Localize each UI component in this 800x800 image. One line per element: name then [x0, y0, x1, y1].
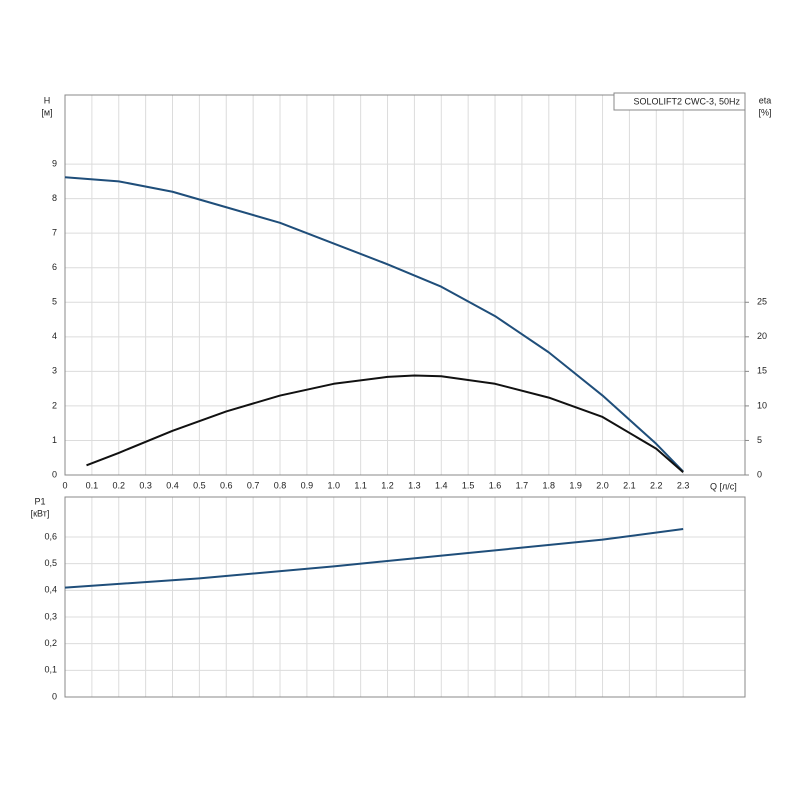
y2-tick-label: 10 — [757, 400, 767, 410]
x-tick-label: 1.6 — [489, 480, 502, 490]
y-tick-label: 0,5 — [44, 558, 57, 568]
y-tick-label: 0,4 — [44, 585, 57, 595]
curve — [86, 374, 684, 473]
y-tick-label: 0 — [52, 469, 57, 479]
x-tick-label: 1.5 — [462, 480, 475, 490]
y-axis-unit: [м] — [41, 107, 52, 117]
y-axis-label: P1 — [34, 496, 45, 506]
curve — [64, 528, 684, 589]
x-tick-label: 0.6 — [220, 480, 233, 490]
x-tick-label: 0.2 — [112, 480, 125, 490]
x-tick-label: 2.2 — [650, 480, 663, 490]
x-tick-label: 1.7 — [516, 480, 529, 490]
x-tick-label: 0.7 — [247, 480, 260, 490]
x-tick-label: 0.5 — [193, 480, 206, 490]
y2-tick-label: 20 — [757, 331, 767, 341]
y-tick-label: 0,2 — [44, 638, 57, 648]
y2-tick-label: 25 — [757, 297, 767, 307]
x-tick-label: 2.1 — [623, 480, 636, 490]
y-tick-label: 0,6 — [44, 531, 57, 541]
x-tick-label: 1.2 — [381, 480, 394, 490]
title-box — [613, 92, 746, 111]
y-tick-label: 0,3 — [44, 611, 57, 621]
x-tick-label: 1.0 — [328, 480, 341, 490]
y-tick-label: 0 — [52, 691, 57, 701]
y2-tick-label: 0 — [757, 469, 762, 479]
y-axis-unit: [кВт] — [31, 508, 50, 518]
plot-frame — [64, 94, 746, 476]
x-tick-label: 0.4 — [166, 480, 179, 490]
x-tick-label: 2.0 — [596, 480, 609, 490]
x-tick-label: 0.9 — [301, 480, 314, 490]
y-axis-label: H — [44, 95, 51, 105]
y-tick-label: 7 — [52, 228, 57, 238]
y-tick-label: 8 — [52, 193, 57, 203]
y2-axis-unit: [%] — [758, 107, 771, 117]
y-tick-label: 9 — [52, 158, 57, 168]
x-tick-label: 1.4 — [435, 480, 448, 490]
chart-title: SOLOLIFT2 CWC-3, 50Hz — [633, 96, 740, 106]
x-tick-label: 0.1 — [86, 480, 99, 490]
x-tick-label: 0.8 — [274, 480, 287, 490]
y-tick-label: 0,1 — [44, 665, 57, 675]
y-tick-label: 6 — [52, 262, 57, 272]
x-tick-label: 1.1 — [354, 480, 367, 490]
x-tick-label: 2.3 — [677, 480, 690, 490]
y2-tick-label: 15 — [757, 366, 767, 376]
plot-frame — [64, 496, 746, 698]
y2-tick-label: 5 — [757, 435, 762, 445]
x-tick-label: 1.9 — [569, 480, 582, 490]
x-axis-label: Q [л/с] — [710, 481, 737, 491]
y-tick-label: 5 — [52, 297, 57, 307]
x-tick-label: 1.3 — [408, 480, 421, 490]
y2-axis-label: eta — [759, 95, 772, 105]
y-tick-label: 3 — [52, 366, 57, 376]
curve — [64, 176, 684, 473]
x-tick-label: 1.8 — [543, 480, 556, 490]
x-tick-label: 0.3 — [139, 480, 152, 490]
y-tick-label: 1 — [52, 435, 57, 445]
x-tick-label: 0 — [62, 480, 67, 490]
y-tick-label: 2 — [52, 400, 57, 410]
y-tick-label: 4 — [52, 331, 57, 341]
